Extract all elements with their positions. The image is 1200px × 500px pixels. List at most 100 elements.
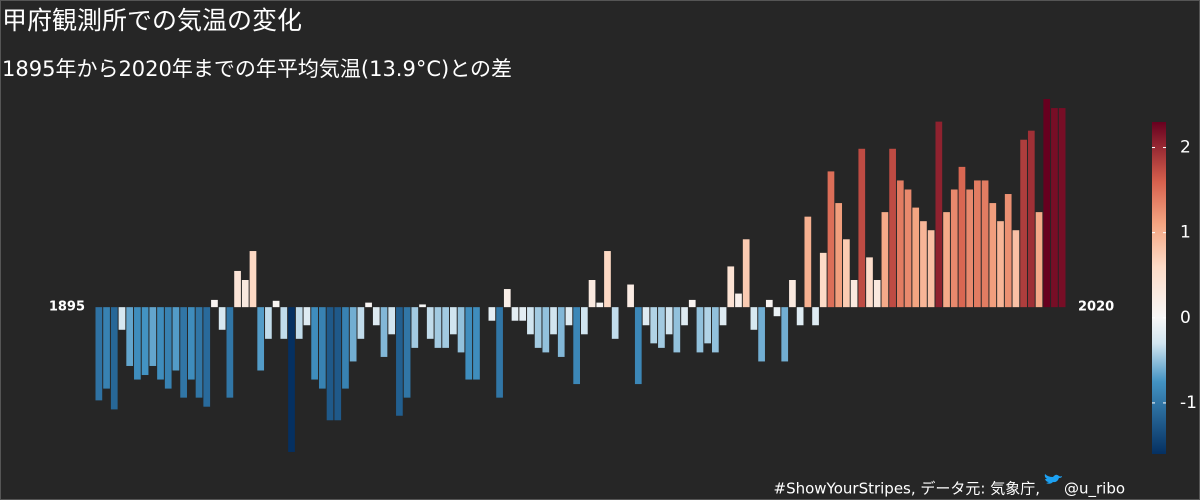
- bar: [349, 307, 357, 362]
- bar: [134, 307, 141, 380]
- x-tick-label: 2020: [1078, 300, 1114, 315]
- bar: [935, 121, 943, 308]
- chart-subtitle: 1895年から2020年までの年平均気温(13.9°C)との差: [2, 57, 512, 81]
- bar: [1027, 130, 1035, 308]
- bar: [527, 307, 534, 335]
- bar: [688, 299, 696, 308]
- bar: [434, 307, 442, 348]
- bar: [172, 307, 180, 371]
- bar: [334, 307, 342, 421]
- bar: [735, 293, 742, 308]
- bar: [419, 304, 426, 308]
- bar: [110, 307, 118, 410]
- bar: [318, 307, 326, 389]
- bar: [673, 307, 681, 353]
- bar: [187, 307, 195, 380]
- bar: [164, 307, 172, 389]
- bar: [611, 307, 619, 339]
- bar: [896, 180, 904, 308]
- bar: [534, 307, 542, 348]
- bar: [665, 307, 673, 335]
- bar: [426, 307, 434, 339]
- colorbar: [1152, 122, 1166, 454]
- bar: [588, 280, 596, 308]
- bar: [773, 307, 781, 317]
- bar: [634, 307, 642, 385]
- bar: [912, 207, 920, 308]
- bar: [103, 307, 110, 389]
- bar: [758, 307, 765, 362]
- bar: [195, 307, 203, 398]
- bar: [488, 307, 496, 321]
- bar: [789, 280, 796, 308]
- bar: [974, 180, 981, 308]
- bar: [581, 307, 588, 335]
- bar: [519, 307, 527, 321]
- bar: [326, 307, 334, 421]
- bar: [280, 307, 288, 339]
- bar: [727, 266, 735, 308]
- bar: [403, 307, 411, 398]
- colorbar-tick-label: -1: [1180, 393, 1197, 413]
- chart-title: 甲府観測所での気温の変化: [2, 6, 302, 35]
- bar: [211, 299, 218, 308]
- bar: [303, 307, 311, 326]
- bar: [1043, 99, 1051, 308]
- bar: [958, 166, 966, 308]
- bar: [265, 307, 272, 339]
- bar: [365, 302, 372, 308]
- bar: [396, 307, 403, 416]
- bar: [719, 307, 727, 326]
- bar: [920, 221, 927, 308]
- bar: [496, 307, 503, 398]
- bar: [812, 307, 819, 326]
- bar: [203, 307, 211, 407]
- bar: [141, 307, 149, 376]
- bar: [943, 212, 950, 308]
- bar: [218, 307, 226, 330]
- caption-handle: @u_ribo: [1064, 480, 1125, 499]
- bar: [149, 307, 157, 366]
- colorbar-tick-label: 1: [1180, 223, 1191, 243]
- bar: [781, 307, 789, 362]
- bar: [658, 307, 665, 348]
- bar: [827, 171, 835, 308]
- bar: [850, 280, 858, 308]
- bar: [1058, 108, 1066, 308]
- bar: [604, 251, 611, 308]
- bar: [989, 203, 997, 308]
- bar: [819, 252, 827, 308]
- bar: [380, 307, 388, 357]
- bar: [503, 289, 511, 308]
- bar: [1051, 108, 1058, 308]
- bar: [873, 280, 881, 308]
- bar: [642, 307, 650, 326]
- bar: [1012, 230, 1020, 308]
- bar: [866, 257, 873, 308]
- bar: [712, 307, 719, 353]
- bar: [288, 307, 295, 452]
- bar: [889, 148, 896, 308]
- bar: [473, 307, 480, 380]
- bar: [226, 307, 234, 398]
- bar: [272, 300, 280, 308]
- bar: [557, 307, 565, 357]
- bar: [627, 284, 634, 308]
- twitter-icon: [1044, 474, 1062, 484]
- bar: [95, 307, 103, 401]
- bar: [750, 307, 758, 330]
- bar: [650, 307, 658, 344]
- bar: [411, 307, 419, 348]
- bar: [342, 307, 349, 389]
- bar: [997, 221, 1004, 308]
- bar: [542, 307, 550, 353]
- bar: [118, 307, 126, 330]
- bar: [550, 307, 557, 335]
- bar: [180, 307, 187, 398]
- bar: [457, 307, 465, 353]
- bar: [681, 307, 688, 326]
- bar: [357, 307, 365, 339]
- bar: [704, 307, 712, 344]
- bar: [157, 307, 164, 380]
